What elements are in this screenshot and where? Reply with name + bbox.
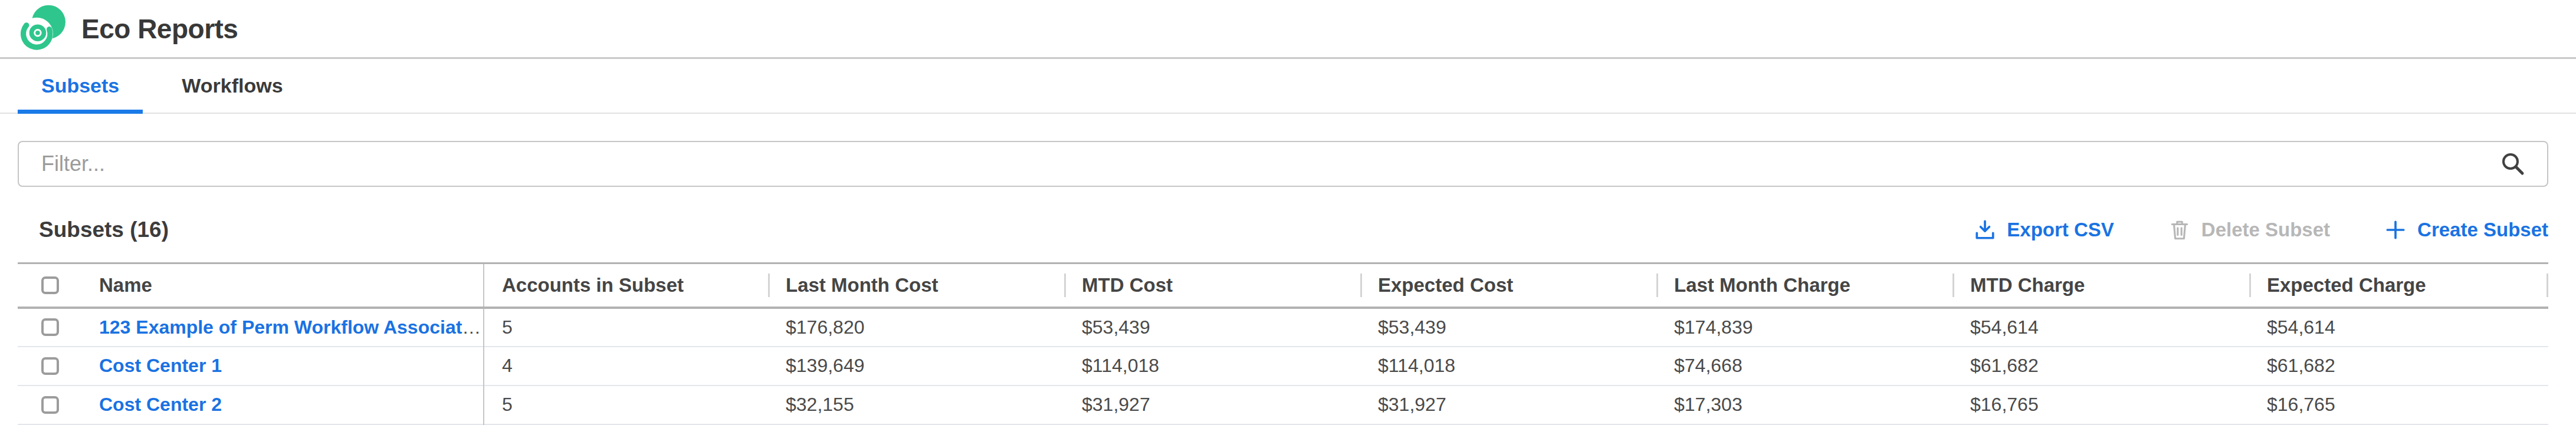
subset-name-cell: Cost Center 1	[77, 347, 484, 386]
trash-icon	[2168, 219, 2191, 241]
eco-swirl-logo-icon	[18, 4, 70, 54]
tab-subsets[interactable]: Subsets	[18, 59, 143, 113]
mtd-charge-cell: $16,765	[1952, 386, 2249, 424]
filter-input[interactable]	[18, 141, 2548, 187]
row-checkbox-cell	[18, 347, 77, 386]
mtd-cost-cell: $31,927	[1064, 386, 1360, 424]
last-month-cost-cell: $139,649	[768, 347, 1064, 386]
mtd-cost-cell: $53,439	[1064, 308, 1360, 347]
create-subset-label: Create Subset	[2417, 219, 2548, 241]
mtd-charge-cell: $54,614	[1952, 308, 2249, 347]
subsets-table: Name Accounts in Subset Last Month Cost …	[18, 262, 2548, 425]
expected-cost-cell: $31,927	[1360, 386, 1656, 424]
subset-name-link[interactable]: Cost Center 2	[99, 394, 222, 415]
download-icon	[1974, 219, 1996, 241]
column-header-expected-cost: Expected Cost	[1360, 263, 1656, 308]
last-month-cost-cell: $176,820	[768, 308, 1064, 347]
accounts-in-subset-cell: 5	[484, 308, 768, 347]
table-body: 123 Example of Perm Workflow Association…	[18, 308, 2548, 424]
column-header-last-month-cost: Last Month Cost	[768, 263, 1064, 308]
row-checkbox-cell	[18, 386, 77, 424]
search-icon[interactable]	[2500, 151, 2526, 177]
app-header: Eco Reports	[0, 0, 2576, 59]
column-header-mtd-charge: MTD Charge	[1952, 263, 2249, 308]
expected-cost-cell: $53,439	[1360, 308, 1656, 347]
last-month-charge-cell: $74,668	[1656, 347, 1952, 386]
table-header-row: Name Accounts in Subset Last Month Cost …	[18, 263, 2548, 308]
column-header-last-month-charge: Last Month Charge	[1656, 263, 1952, 308]
subset-name-link[interactable]: Cost Center 1	[99, 355, 222, 376]
row-checkbox[interactable]	[41, 396, 59, 414]
expected-charge-cell: $54,614	[2249, 308, 2548, 347]
row-checkbox[interactable]	[41, 357, 59, 375]
column-header-name: Name	[77, 263, 484, 308]
delete-subset-button[interactable]: Delete Subset	[2168, 219, 2330, 241]
row-checkbox[interactable]	[41, 318, 59, 336]
section-header: Subsets (16) Export CSV Delete Subset Cr…	[18, 215, 2548, 245]
accounts-in-subset-cell: 5	[484, 386, 768, 424]
column-header-accounts-in-subset: Accounts in Subset	[484, 263, 768, 308]
table-row: Cost Center 1 4 $139,649 $114,018 $114,0…	[18, 347, 2548, 386]
action-buttons: Export CSV Delete Subset Create Subset	[1974, 219, 2548, 241]
section-title: Subsets (16)	[39, 218, 169, 242]
plus-icon	[2384, 219, 2407, 241]
filter-bar	[18, 141, 2548, 187]
column-header-mtd-cost: MTD Cost	[1064, 263, 1360, 308]
subset-name-link[interactable]: 123 Example of Perm Workflow Association	[99, 317, 484, 338]
expected-charge-cell: $61,682	[2249, 347, 2548, 386]
select-all-checkbox[interactable]	[41, 276, 59, 294]
column-header-expected-charge: Expected Charge	[2249, 263, 2548, 308]
last-month-charge-cell: $174,839	[1656, 308, 1952, 347]
expected-charge-cell: $16,765	[2249, 386, 2548, 424]
subset-name-cell: 123 Example of Perm Workflow Association	[77, 308, 484, 347]
subset-name-cell: Cost Center 2	[77, 386, 484, 424]
row-checkbox-cell	[18, 308, 77, 347]
export-csv-button[interactable]: Export CSV	[1974, 219, 2114, 241]
tab-workflows[interactable]: Workflows	[158, 59, 306, 113]
table-row: Cost Center 2 5 $32,155 $31,927 $31,927 …	[18, 386, 2548, 424]
mtd-cost-cell: $114,018	[1064, 347, 1360, 386]
tab-bar: Subsets Workflows	[0, 59, 2576, 114]
last-month-charge-cell: $17,303	[1656, 386, 1952, 424]
header-checkbox-cell	[18, 263, 77, 308]
mtd-charge-cell: $61,682	[1952, 347, 2249, 386]
last-month-cost-cell: $32,155	[768, 386, 1064, 424]
expected-cost-cell: $114,018	[1360, 347, 1656, 386]
create-subset-button[interactable]: Create Subset	[2384, 219, 2548, 241]
export-csv-label: Export CSV	[2007, 219, 2114, 241]
accounts-in-subset-cell: 4	[484, 347, 768, 386]
page-title: Eco Reports	[81, 13, 238, 45]
table-row: 123 Example of Perm Workflow Association…	[18, 308, 2548, 347]
delete-subset-label: Delete Subset	[2201, 219, 2330, 241]
